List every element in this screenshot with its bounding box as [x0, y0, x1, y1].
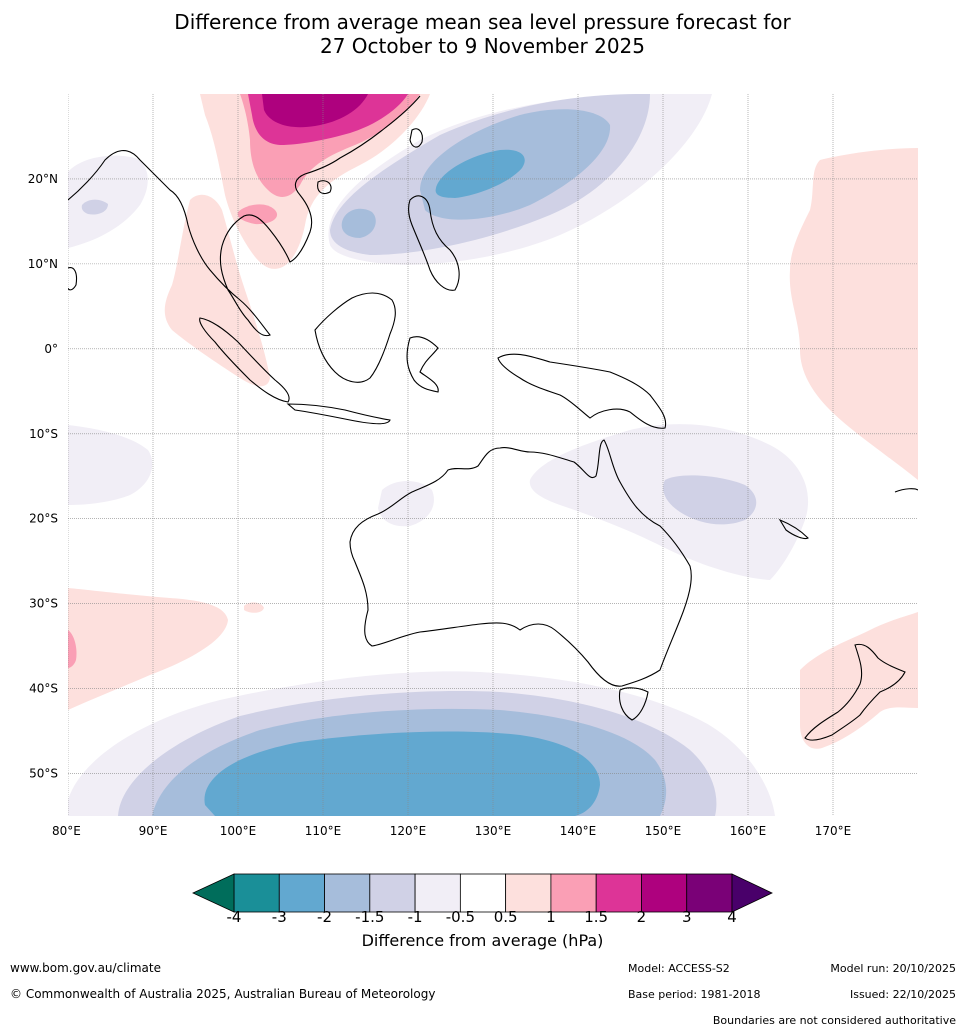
anomaly-nw-pacific-minus15b — [341, 208, 376, 238]
anomaly-nw-australia-minus05 — [378, 481, 434, 527]
longitude-label: 130°E — [475, 824, 512, 838]
anomaly-sumatra-plus05 — [164, 194, 270, 387]
colorbar-cell — [278, 873, 325, 913]
latitude-label: 10°S — [29, 427, 58, 441]
map-plot-area — [68, 94, 918, 816]
coast-new-zealand — [804, 643, 906, 741]
coast-new-guinea — [497, 353, 667, 429]
colorbar-over-triangle — [731, 873, 773, 913]
anomaly-nz-plus05 — [800, 612, 918, 749]
longitude-label: 110°E — [305, 824, 342, 838]
latitude-label: 0° — [44, 342, 58, 356]
anomaly-indian-ocean-nw-minus1 — [81, 199, 108, 215]
colorbar-tick-labels: -4 -3 -2 -1.5 -1 -0.5 0.5 1 1.5 2 3 4 — [227, 908, 737, 926]
colorbar-cell — [414, 873, 461, 913]
colorbar-cells — [233, 873, 733, 913]
anomaly-west-pacific-plus05 — [789, 148, 918, 480]
title-line-1: Difference from average mean sea level p… — [174, 10, 791, 34]
colorbar-tick-label: -1.5 — [355, 908, 384, 926]
coast-sumatra — [199, 317, 290, 403]
coast-new-caledonia — [778, 518, 809, 540]
latitude-label: 30°S — [29, 597, 58, 611]
website-link[interactable]: www.bom.gov.au/climate — [10, 961, 161, 975]
coast-sulawesi — [406, 336, 439, 393]
latitude-labels: 20°N 10°N 0° 10°S 20°S 30°S 40°S 50°S — [28, 172, 58, 781]
colorbar-under-triangle — [192, 873, 235, 913]
model-run-text: Model run: 20/10/2025 — [830, 962, 956, 975]
anomaly-indian-ocean-minus05 — [68, 425, 153, 505]
graticule — [68, 94, 918, 816]
colorbar-tick-label: -2 — [317, 908, 332, 926]
latitude-label: 40°S — [29, 682, 58, 696]
coast-sri-lanka — [68, 267, 78, 291]
colorbar-tick-label: 1.5 — [584, 908, 608, 926]
title-line-2: 27 October to 9 November 2025 — [319, 34, 646, 58]
colorbar-tick-label: -3 — [272, 908, 287, 926]
longitude-labels: 80°E 90°E 100°E 110°E 120°E 130°E 140°E 150°E 16… — [52, 824, 851, 838]
base-period-text: Base period: 1981-2018 — [628, 988, 761, 1001]
coast-borneo — [314, 292, 396, 383]
coast-philippines — [408, 195, 460, 291]
colorbar-cell — [641, 873, 688, 913]
colorbar-tick-label: -0.5 — [446, 908, 475, 926]
longitude-label: 170°E — [815, 824, 852, 838]
anomaly-asia-plus1b — [237, 204, 278, 225]
longitude-label: 100°E — [220, 824, 257, 838]
latitude-label: 50°S — [29, 767, 58, 781]
anomaly-indian-ocean-nw-minus05 — [68, 155, 148, 248]
anomaly-small-plus05 — [244, 602, 264, 613]
anomaly-indian-ocean-plus05 — [68, 588, 228, 710]
copyright-text: © Commonwealth of Australia 2025, Austra… — [10, 987, 436, 1001]
longitude-label: 90°E — [139, 824, 168, 838]
anomaly-asia-plus2 — [262, 94, 368, 128]
coast-asia-mainland — [68, 95, 421, 337]
colorbar-tick-label: -1 — [408, 908, 423, 926]
coast-taiwan — [409, 128, 423, 148]
colorbar-tick-label: 0.5 — [494, 908, 518, 926]
disclaimer-text: Boundaries are not considered authoritat… — [712, 1014, 956, 1027]
anomaly-indian-ocean-plus1 — [68, 630, 77, 668]
latitude-label: 20°S — [29, 512, 58, 526]
colorbar-cell — [595, 873, 642, 913]
colorbar-cell — [459, 873, 507, 913]
colorbar-tick-label: 3 — [682, 908, 692, 926]
colorbar-label: Difference from average (hPa) — [361, 931, 604, 950]
coastlines — [68, 95, 918, 741]
colorbar-tick-label: -4 — [227, 908, 242, 926]
issued-text: Issued: 22/10/2025 — [849, 988, 956, 1001]
coast-australia — [349, 439, 692, 687]
colorbar-cell — [550, 873, 597, 913]
colorbar-cell — [505, 873, 552, 913]
longitude-label: 140°E — [560, 824, 597, 838]
colorbar-tick-label: 2 — [637, 908, 647, 926]
model-text: Model: ACCESS-S2 — [628, 962, 730, 975]
latitude-label: 20°N — [28, 172, 58, 186]
longitude-label: 80°E — [52, 824, 81, 838]
anomaly-coral-sea-minus1 — [663, 475, 757, 525]
coast-fiji — [894, 488, 918, 493]
colorbar-tick-label: 4 — [727, 908, 737, 926]
colorbar-cell — [324, 873, 371, 913]
colorbar-cell — [369, 873, 416, 913]
colorbar-tick-label: 1 — [546, 908, 556, 926]
anomaly-nw-pacific-minus2 — [435, 149, 525, 198]
coast-java — [286, 403, 391, 425]
coast-tasmania — [618, 687, 649, 721]
chart-title: Difference from average mean sea level p… — [0, 10, 965, 58]
longitude-label: 120°E — [390, 824, 427, 838]
latitude-label: 10°N — [28, 257, 58, 271]
colorbar-cell — [233, 873, 280, 913]
colorbar-cell — [686, 873, 733, 913]
longitude-label: 150°E — [645, 824, 682, 838]
longitude-label: 160°E — [730, 824, 767, 838]
coast-hainan — [317, 180, 332, 195]
